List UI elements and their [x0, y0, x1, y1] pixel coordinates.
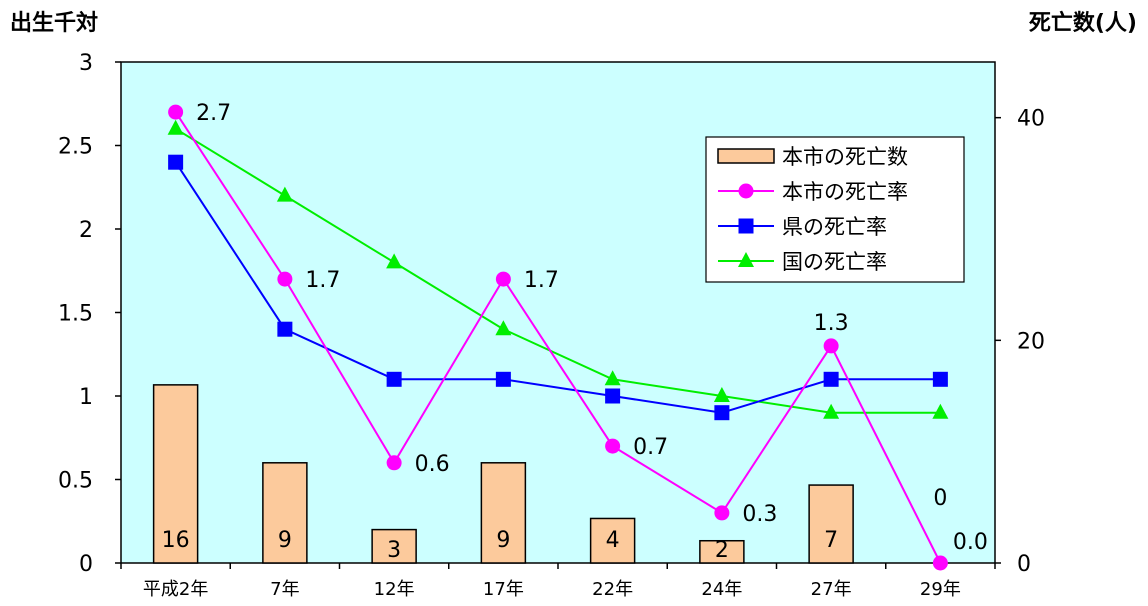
left-tick-label: 0 [79, 552, 93, 577]
right-tick-label: 40 [1017, 107, 1045, 132]
rate-value-label: 0.6 [415, 452, 450, 477]
triangle-marker [713, 387, 730, 402]
left-tick-label: 0.5 [58, 469, 93, 494]
lines-layer [174, 111, 942, 564]
circle-marker [386, 455, 402, 471]
bar [589, 517, 636, 564]
bar-value-label: 16 [162, 528, 190, 553]
bar [152, 384, 199, 564]
bar [480, 462, 527, 564]
left-tick-label: 3 [79, 51, 93, 76]
left-axis-title: 出生千対 [10, 11, 98, 36]
circle-marker [495, 271, 511, 287]
x-tick-label: 平成2年 [143, 579, 208, 600]
x-tick-label: 29年 [920, 579, 961, 600]
bar [262, 462, 308, 564]
square-marker [168, 154, 184, 170]
x-tick-label: 22年 [592, 579, 633, 600]
square-marker [386, 371, 402, 387]
rate-value-label: 2.7 [196, 101, 231, 126]
x-tick-label: 12年 [374, 579, 415, 600]
legend-label: 本市の死亡数 [782, 145, 908, 169]
circle-marker [605, 438, 621, 454]
triangle-marker [386, 253, 403, 269]
circle-marker [932, 555, 948, 571]
triangle-marker [604, 370, 621, 386]
x-tick-label: 27年 [811, 579, 852, 600]
square-marker [823, 371, 839, 387]
triangle-marker [167, 119, 184, 135]
circle-marker [277, 271, 293, 287]
square-marker [495, 371, 511, 387]
legend-swatch-bar [717, 148, 775, 164]
bars-layer [152, 384, 854, 564]
series-line [174, 111, 942, 564]
right-axis-title: 死亡数(人) [1029, 10, 1137, 36]
bar-value-label: 0 [933, 486, 947, 511]
left-tick-label: 2.5 [58, 135, 93, 160]
square-marker [738, 218, 754, 234]
left-tick-label: 2 [79, 218, 93, 243]
bar [699, 539, 745, 564]
series-line [175, 127, 941, 414]
rate-value-label: 1.7 [305, 268, 340, 293]
circle-marker [714, 505, 730, 521]
legend-label: 県の死亡率 [782, 215, 887, 239]
square-marker [932, 371, 948, 387]
series-line [174, 161, 941, 414]
rate-value-label: 0.7 [633, 435, 668, 460]
bar-value-label: 4 [606, 528, 620, 553]
left-tick-label: 1 [79, 385, 93, 410]
legend-label: 国の死亡率 [782, 250, 887, 274]
bar-value-label: 2 [715, 538, 729, 563]
bar [808, 484, 854, 564]
bar-value-label: 3 [387, 538, 401, 563]
left-tick-label: 1.5 [58, 302, 93, 327]
triangle-marker [495, 320, 512, 336]
circle-marker [823, 338, 839, 354]
legend-label: 本市の死亡率 [782, 180, 908, 204]
rate-value-label: 0.0 [953, 530, 988, 555]
square-marker [714, 405, 730, 421]
x-tick-label: 7年 [270, 579, 299, 600]
triangle-marker [823, 403, 840, 419]
bar-value-label: 9 [496, 528, 510, 553]
right-tick-label: 0 [1017, 552, 1031, 577]
bar-value-label: 7 [824, 528, 838, 553]
rate-value-label: 0.3 [742, 502, 777, 527]
rate-value-label: 1.7 [524, 268, 559, 293]
rate-value-label: 1.3 [814, 311, 849, 336]
bar-value-label: 9 [278, 528, 292, 553]
markers-layer [167, 104, 949, 571]
triangle-marker [738, 252, 754, 267]
square-marker [605, 388, 621, 404]
square-marker [277, 321, 293, 337]
x-tick-label: 17年 [483, 579, 524, 600]
triangle-marker [276, 186, 293, 202]
circle-marker [738, 183, 754, 199]
right-tick-label: 20 [1017, 329, 1045, 354]
triangle-marker [932, 403, 949, 419]
x-tick-label: 24年 [701, 579, 742, 600]
bar [371, 528, 417, 564]
circle-marker [168, 104, 184, 120]
data-labels-layer: 16 9 3 9 4 2 7 0 2.7 1.7 0.6 1.7 0.7 0.3 1.3 0.0 [162, 101, 988, 563]
